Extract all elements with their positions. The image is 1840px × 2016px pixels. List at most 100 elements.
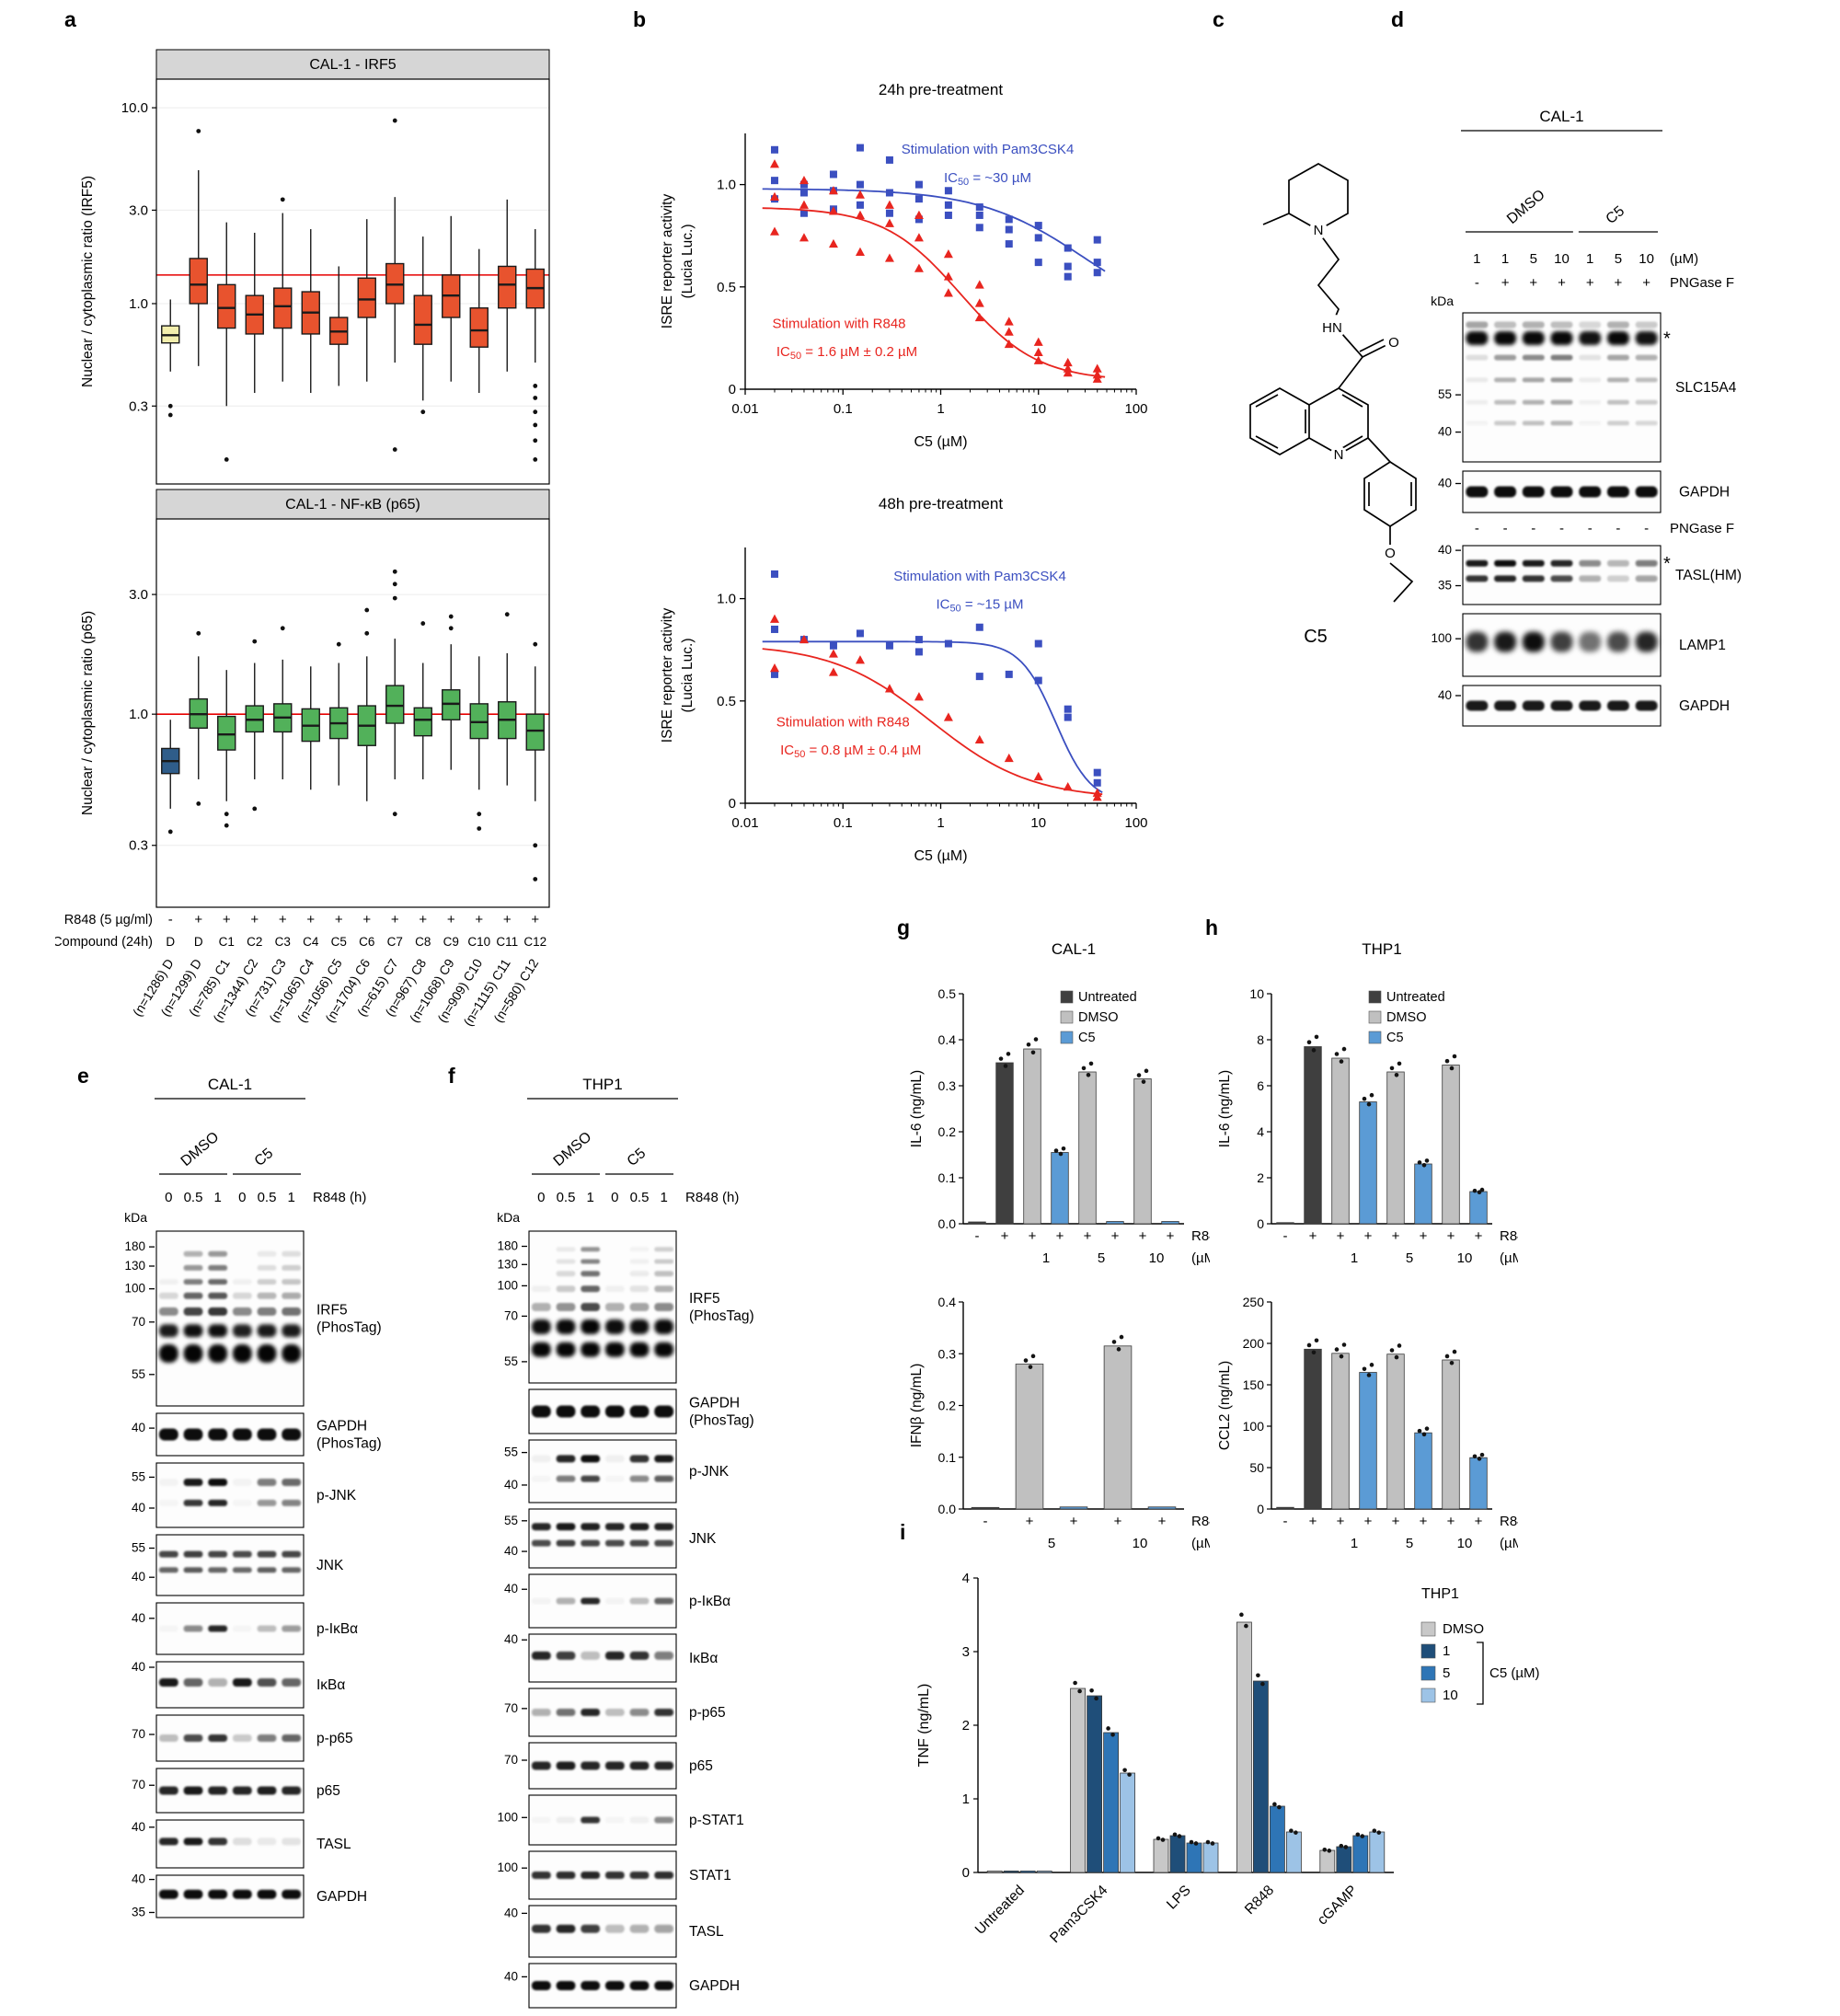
r848-sign: + bbox=[250, 912, 259, 927]
data-dot bbox=[1053, 1148, 1059, 1153]
band bbox=[232, 1567, 252, 1573]
band bbox=[629, 1761, 650, 1770]
data-dot bbox=[1111, 1340, 1117, 1344]
band bbox=[1522, 700, 1545, 711]
data-dot bbox=[1306, 1040, 1312, 1044]
compound-name: C7 bbox=[387, 935, 403, 949]
band bbox=[654, 1709, 674, 1716]
blot-label: STAT1 bbox=[689, 1868, 731, 1884]
band bbox=[556, 1539, 576, 1547]
x-axis-label: C5 (µM) bbox=[914, 848, 967, 864]
x-tick-label: 1 bbox=[937, 401, 944, 417]
band bbox=[531, 1651, 551, 1660]
panel-f-label: f bbox=[448, 1064, 455, 1088]
r848-sign: + bbox=[335, 912, 343, 927]
blot-p-p65: 70 p-p65 bbox=[504, 1688, 726, 1737]
blot-GAPDH: 40 GAPDH bbox=[504, 1963, 740, 2009]
band bbox=[1494, 631, 1517, 652]
series-annotation: Stimulation with Pam3CSK4 bbox=[893, 569, 1066, 584]
y-tick-label: 0.3 bbox=[938, 1078, 957, 1093]
data-dot bbox=[1081, 1066, 1087, 1071]
band bbox=[531, 1924, 551, 1933]
band bbox=[183, 1550, 203, 1558]
band bbox=[1550, 331, 1573, 346]
band bbox=[629, 1597, 650, 1605]
band bbox=[1550, 559, 1573, 567]
bar bbox=[1336, 1846, 1352, 1873]
band bbox=[581, 1651, 601, 1660]
panel-c-structure: N HN O N O C5 bbox=[1249, 163, 1417, 647]
lane-header: 1 bbox=[660, 1190, 667, 1205]
r848-sign: + bbox=[1084, 1228, 1092, 1244]
piperidine-n-label: N bbox=[1314, 223, 1324, 238]
data-dot bbox=[1272, 1802, 1277, 1807]
blot-label: (PhosTag) bbox=[689, 1413, 754, 1429]
r848-sign: + bbox=[1420, 1228, 1428, 1244]
panel-g-il6-chart: 0.0 0.1 0.2 0.3 0.4 0.5 IL-6 (ng/mL) - + + + + + + + R8… bbox=[909, 986, 1210, 1266]
band bbox=[257, 1307, 277, 1316]
compound-name: C11 bbox=[496, 935, 518, 949]
data-dot bbox=[1006, 1052, 1011, 1056]
compound-name: C3 bbox=[275, 935, 291, 949]
blot-label: p65 bbox=[316, 1783, 340, 1799]
y-tick-label: 4 bbox=[1257, 1124, 1264, 1139]
y-tick-label: 3.0 bbox=[129, 587, 148, 603]
band bbox=[629, 1455, 650, 1463]
lane-header: 1 bbox=[1473, 251, 1480, 267]
blot-p-JNK: 55 40 p-JNK bbox=[504, 1439, 730, 1503]
bar bbox=[1304, 1046, 1322, 1225]
band bbox=[532, 1817, 551, 1824]
panel-g-label: g bbox=[897, 916, 911, 939]
kda-mark: 40 bbox=[132, 1872, 145, 1886]
blot-label: p-STAT1 bbox=[689, 1813, 744, 1828]
band bbox=[654, 1285, 674, 1293]
compound-name: C1 bbox=[219, 935, 235, 949]
r848-sign: + bbox=[306, 912, 315, 927]
band bbox=[604, 1285, 625, 1293]
kda-label: kDa bbox=[124, 1210, 147, 1225]
band bbox=[629, 1523, 650, 1531]
data-dot bbox=[1026, 1042, 1031, 1047]
data-dot bbox=[1389, 1066, 1395, 1071]
y-tick-label: 1.0 bbox=[129, 296, 148, 312]
legend-label: 5 bbox=[1443, 1665, 1450, 1681]
band bbox=[208, 1307, 228, 1316]
lane-header: - bbox=[1616, 521, 1620, 536]
blot-TASL: 40 TASL bbox=[504, 1905, 724, 1958]
bar bbox=[1078, 1071, 1097, 1225]
band bbox=[158, 1307, 178, 1316]
band bbox=[629, 1709, 650, 1716]
band bbox=[556, 1981, 576, 1990]
band bbox=[581, 1271, 601, 1277]
y-tick-label: 0.0 bbox=[938, 1216, 957, 1231]
band bbox=[1522, 377, 1545, 383]
band bbox=[629, 1816, 650, 1824]
ic50-annotation: IC50 = 0.8 µM ± 0.4 µM bbox=[780, 743, 921, 760]
band bbox=[604, 1981, 625, 1990]
lane-header: 1 bbox=[586, 1190, 593, 1205]
blot-label: GAPDH bbox=[1679, 485, 1730, 501]
band bbox=[654, 1924, 674, 1933]
panel-h-label: h bbox=[1205, 916, 1219, 939]
data-dot bbox=[1472, 1454, 1478, 1459]
band bbox=[1606, 321, 1629, 328]
x-tick-label: 100 bbox=[1124, 815, 1147, 831]
y-axis-label: TNF (ng/mL) bbox=[916, 1684, 932, 1768]
data-dot bbox=[1472, 1188, 1478, 1193]
y-axis-label: (Lucia Luc.) bbox=[680, 639, 696, 713]
band bbox=[654, 1475, 674, 1482]
data-dot bbox=[1452, 1349, 1457, 1354]
kda-mark: 55 bbox=[132, 1541, 145, 1555]
blot-IRF5 (PhosTag): 180 130 100 70 55 IRF5(PhosTag) bbox=[497, 1230, 754, 1384]
compound-name: C5 bbox=[1304, 627, 1328, 647]
band bbox=[282, 1734, 302, 1742]
blot-p-JNK: 55 40 p-JNK bbox=[132, 1462, 357, 1528]
lane-header-suffix: R848 (h) bbox=[313, 1190, 366, 1205]
band bbox=[556, 1523, 576, 1531]
band bbox=[257, 1567, 277, 1573]
compound-name: C2 bbox=[247, 935, 262, 949]
band bbox=[1494, 354, 1517, 361]
band bbox=[183, 1479, 203, 1486]
bar bbox=[1285, 1831, 1302, 1873]
bar bbox=[1153, 1838, 1169, 1873]
